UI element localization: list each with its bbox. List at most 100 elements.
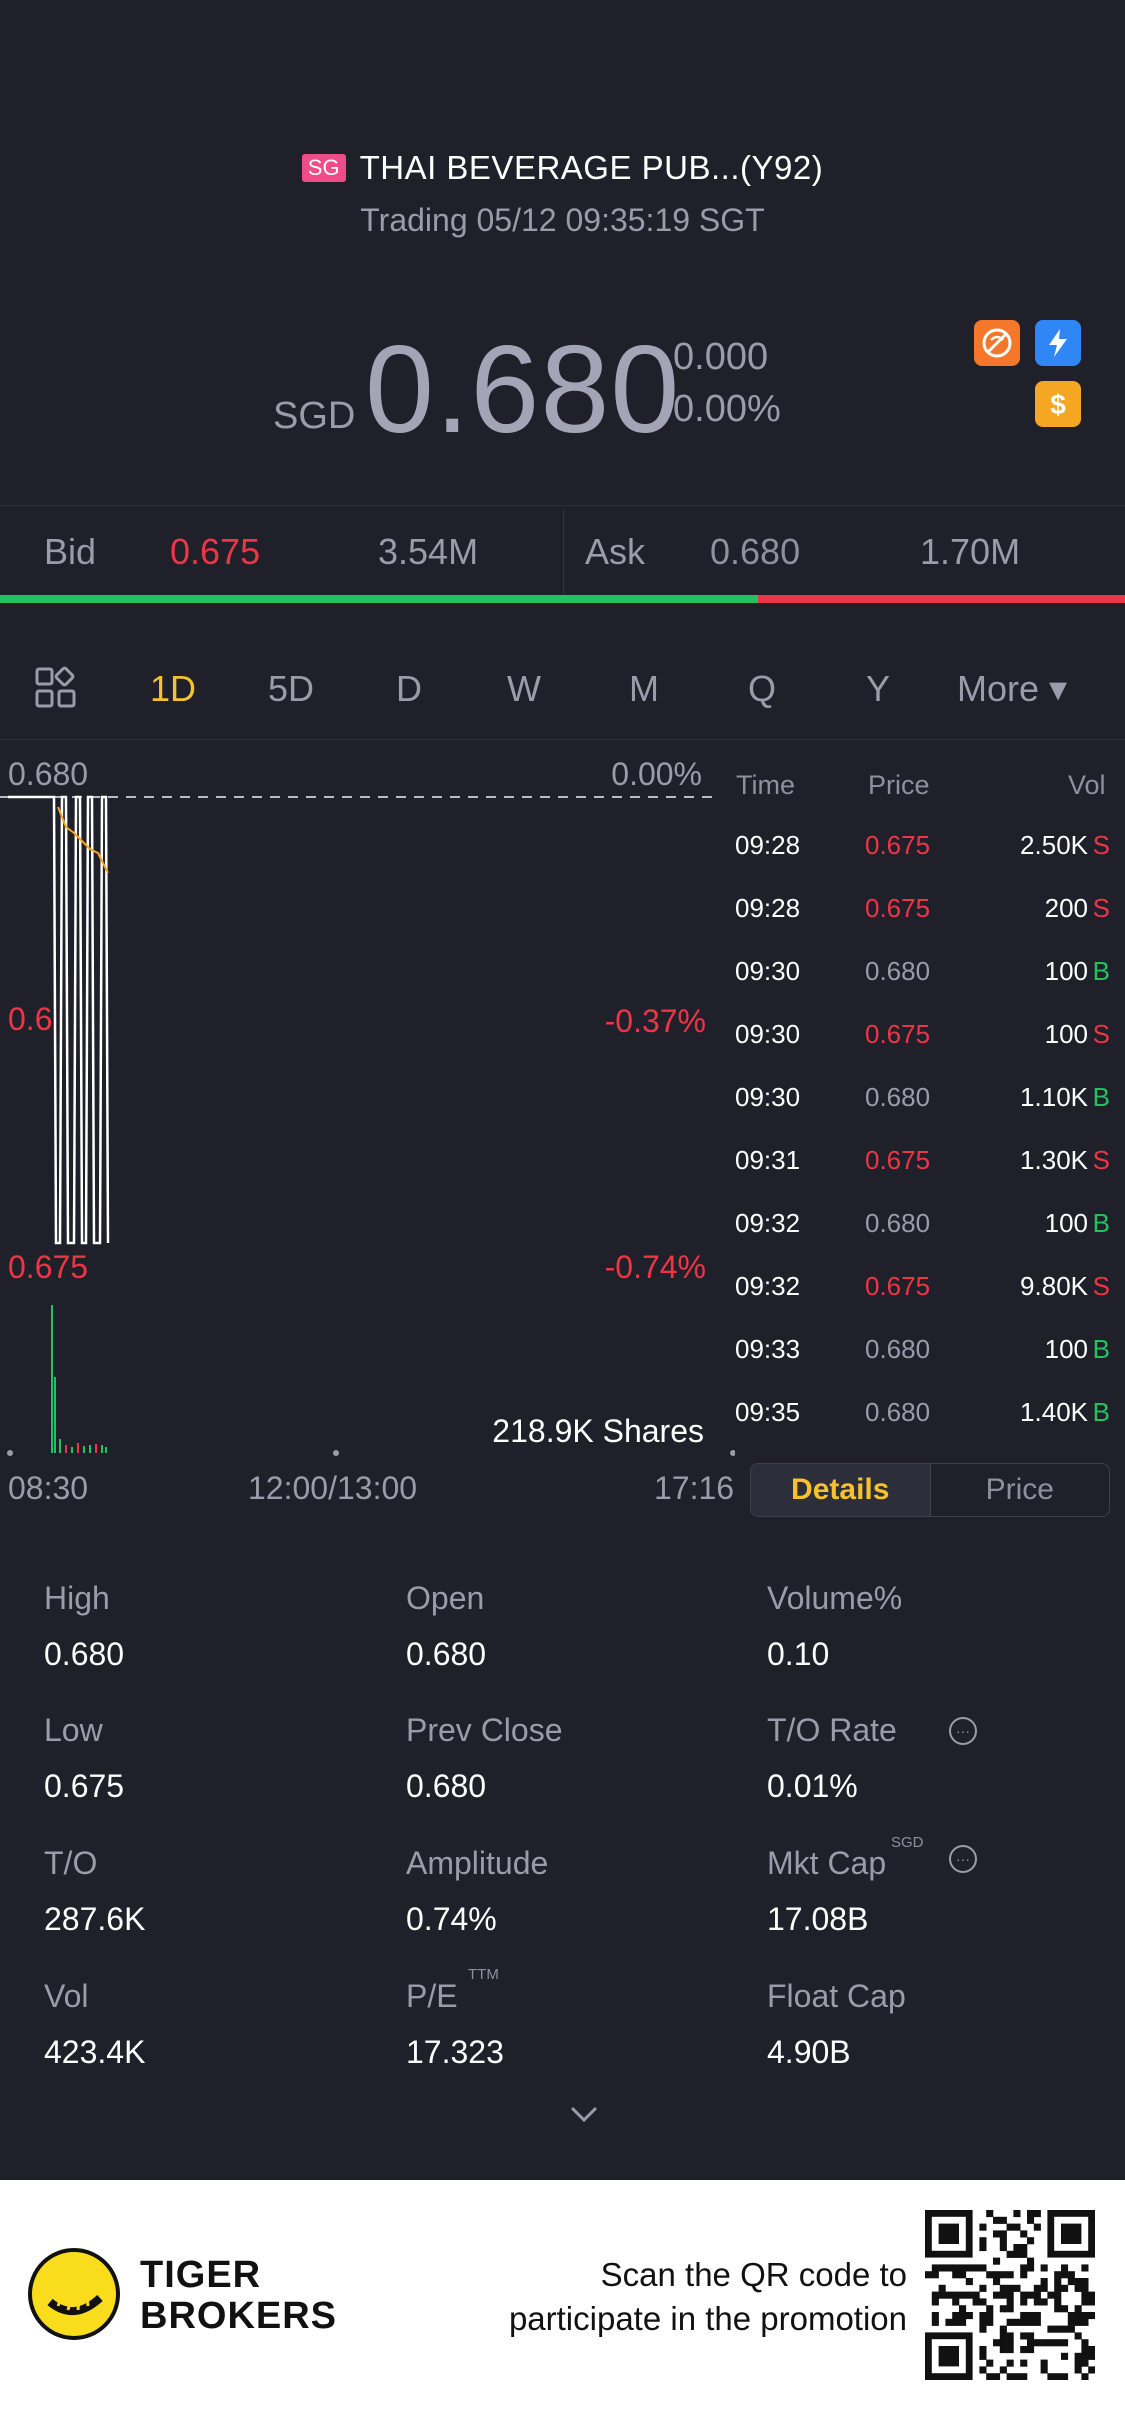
price-change-pct: 0.00% [673,388,781,430]
high-label: High [44,1580,110,1616]
vol-value: 423.4K [44,2034,146,2070]
grid-layout-icon[interactable] [34,666,80,717]
ticks-header-vol: Vol [1068,770,1106,800]
tick-volume: 1.30K [1020,1145,1088,1175]
tiger-logo-icon [28,2248,120,2340]
price-line [8,795,110,1245]
ticks-header-time: Time [736,770,795,800]
float-cap-label: Float Cap [767,1978,906,2014]
brand-name-line1: TIGER [140,2254,262,2296]
tick-row: 09:28 0.675 2.50K S [735,830,1110,893]
tab-5d[interactable]: 5D [268,668,315,709]
tick-price: 0.680 [865,956,931,986]
to-rate-value: 0.01% [767,1768,858,1804]
x-axis-mid: 12:00/13:00 [248,1470,418,1506]
pct-axis-bottom: -0.74% [605,1249,706,1285]
currency-label: SGD [273,395,356,437]
turnover-value: 287.6K [44,1901,146,1937]
bid-ask-divider [563,510,564,596]
tick-side: B [1092,1397,1110,1427]
tick-side: B [1092,1208,1110,1238]
tick-price: 0.675 [865,893,931,923]
details-toggle-button[interactable]: Details [751,1464,930,1516]
expand-chevron-icon[interactable] [568,2100,600,2133]
tick-time: 09:32 [735,1208,801,1238]
market-badge: SG [301,154,346,182]
tick-volume: 100 [1044,1208,1088,1238]
to-rate-label: T/O Rate [767,1712,897,1748]
high-value: 0.680 [44,1636,125,1672]
to-rate-info-icon[interactable]: ··· [949,1717,977,1745]
tab-d[interactable]: D [396,668,422,709]
tab-1d[interactable]: 1D [150,668,197,709]
low-label: Low [44,1712,103,1748]
open-label: Open [406,1580,485,1616]
x-axis-start: 08:30 [8,1470,89,1506]
intraday-chart[interactable]: 0.680 0.00% 0.6 -0.37% 0.675 -0.74% 218.… [0,745,735,1485]
tick-volume: 1.40K [1020,1397,1088,1427]
vol-label: Vol [44,1978,89,2014]
price-change: 0.000 [673,336,769,378]
svg-text:$: $ [1050,389,1066,420]
volume-bars [51,1305,107,1453]
tick-row: 09:30 0.680 1.10K B [735,1082,1110,1145]
tick-time: 09:31 [735,1145,801,1175]
tick-time: 09:33 [735,1334,801,1364]
pe-value: 17.323 [406,2034,504,2070]
price-toggle-button[interactable]: Price [929,1464,1110,1516]
tick-price: 0.680 [865,1397,931,1427]
tick-price: 0.675 [865,1271,931,1301]
tick-time: 09:30 [735,1082,801,1112]
tab-y[interactable]: Y [866,668,891,709]
pct-axis-mid: -0.37% [605,1003,706,1039]
tick-side: B [1092,1082,1110,1112]
qr-code[interactable] [925,2210,1095,2380]
ask-label: Ask [585,531,646,572]
bid-strength-bar [0,595,758,603]
flash-icon[interactable] [1035,320,1081,366]
tick-price: 0.675 [865,830,931,860]
no-short-icon[interactable] [974,320,1020,366]
low-value: 0.675 [44,1768,125,1804]
bid-ask-bar: Bid 0.675 3.54M Ask 0.680 1.70M [0,505,1125,601]
tick-row: 09:32 0.680 100 B [735,1208,1110,1271]
ask-strength-bar [758,595,1125,603]
tick-time: 09:35 [735,1397,801,1427]
stock-title[interactable]: THAI BEVERAGE PUB...(Y92) [359,149,824,186]
tick-side: S [1092,1145,1110,1175]
promo-text-line1: Scan the QR code to [600,2256,907,2293]
tick-time: 09:30 [735,956,801,986]
tick-volume: 2.50K [1020,830,1088,860]
tick-side: S [1092,893,1110,923]
ask-price[interactable]: 0.680 [710,531,801,572]
volume-pct-label: Volume% [767,1580,903,1616]
bid-price[interactable]: 0.675 [170,531,261,572]
bid-size: 3.54M [378,531,479,572]
tick-price: 0.680 [865,1334,931,1364]
tab-more[interactable]: More ▾ [957,668,1068,709]
promo-text-line2: participate in the promotion [508,2300,907,2337]
x-start-dot [7,1450,13,1456]
tick-volume: 100 [1044,956,1088,986]
tick-price: 0.680 [865,1082,931,1112]
tab-q[interactable]: Q [748,668,777,709]
tick-volume: 200 [1044,893,1088,923]
tab-m[interactable]: M [629,668,659,709]
pct-axis-top: 0.00% [611,756,702,792]
x-axis-end: 17:16 [654,1470,735,1506]
x-end-dot [730,1450,735,1456]
dollar-icon[interactable]: $ [1035,381,1081,427]
mkt-cap-currency: SGD [891,1834,924,1851]
ticks-header-price: Price [868,770,930,800]
turnover-label: T/O [44,1845,98,1881]
mkt-cap-info-icon[interactable]: ··· [949,1845,977,1873]
volume-label: 218.9K Shares [492,1413,704,1449]
trading-status: Trading 05/12 09:35:19 SGT [360,202,765,238]
tick-row: 09:35 0.680 1.40K B [735,1397,1110,1460]
details-price-toggle: Details Price [750,1463,1110,1517]
x-mid-dot [333,1450,339,1456]
tick-row: 09:30 0.680 100 B [735,956,1110,1019]
title-row: SG THAI BEVERAGE PUB...(Y92) [0,143,1125,193]
y-axis-bottom: 0.675 [8,1249,88,1285]
tab-w[interactable]: W [507,668,541,709]
